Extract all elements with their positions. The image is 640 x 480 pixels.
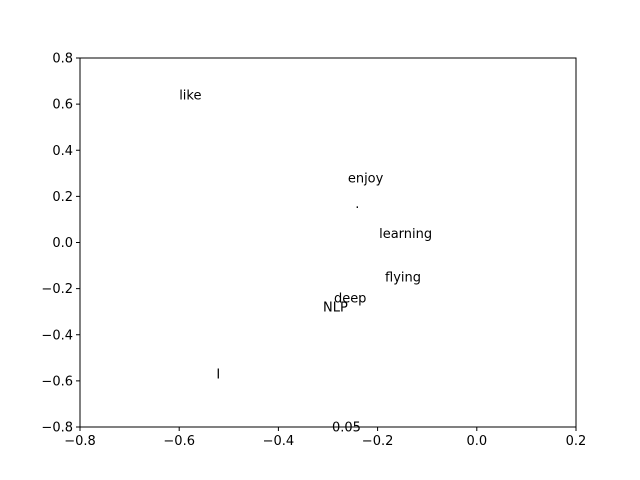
word-point-label: 0.05 (332, 421, 361, 436)
x-tick-label: −0.8 (64, 434, 96, 449)
axis-ticks: −0.8 −0.6 −0.4 −0.2 0.0 0.2 0.8 0.6 0.4 0.2 0.0 −0.… (41, 52, 586, 450)
word-point-label: I (216, 368, 220, 383)
y-tick-label: −0.2 (41, 282, 73, 297)
word-point-label: deep (334, 291, 367, 306)
x-tick-label: 0.0 (466, 434, 487, 449)
plot-area (80, 58, 576, 427)
x-tick-label: 0.2 (566, 434, 587, 449)
y-tick-label: −0.6 (41, 374, 73, 389)
plot-frame (79, 57, 577, 428)
x-tick-label: −0.2 (362, 434, 394, 449)
y-tick-label: −0.4 (41, 328, 73, 343)
word-point-label: . (355, 197, 359, 212)
word-point-label: learning (379, 227, 432, 242)
y-tick-label: −0.8 (41, 421, 73, 436)
y-tick-label: 0.0 (52, 236, 73, 251)
y-tick-label: 0.2 (52, 190, 73, 205)
y-tick-label: 0.4 (52, 144, 73, 159)
x-tick-label: −0.4 (263, 434, 295, 449)
word-point-label: flying (385, 271, 421, 286)
y-tick-label: 0.6 (52, 98, 73, 113)
word-point-label: like (179, 89, 201, 104)
word-point-label: NLP (323, 301, 348, 316)
x-tick-label: −0.6 (163, 434, 195, 449)
word-point-label: enjoy (348, 172, 384, 187)
y-tick-label: 0.8 (52, 52, 73, 67)
